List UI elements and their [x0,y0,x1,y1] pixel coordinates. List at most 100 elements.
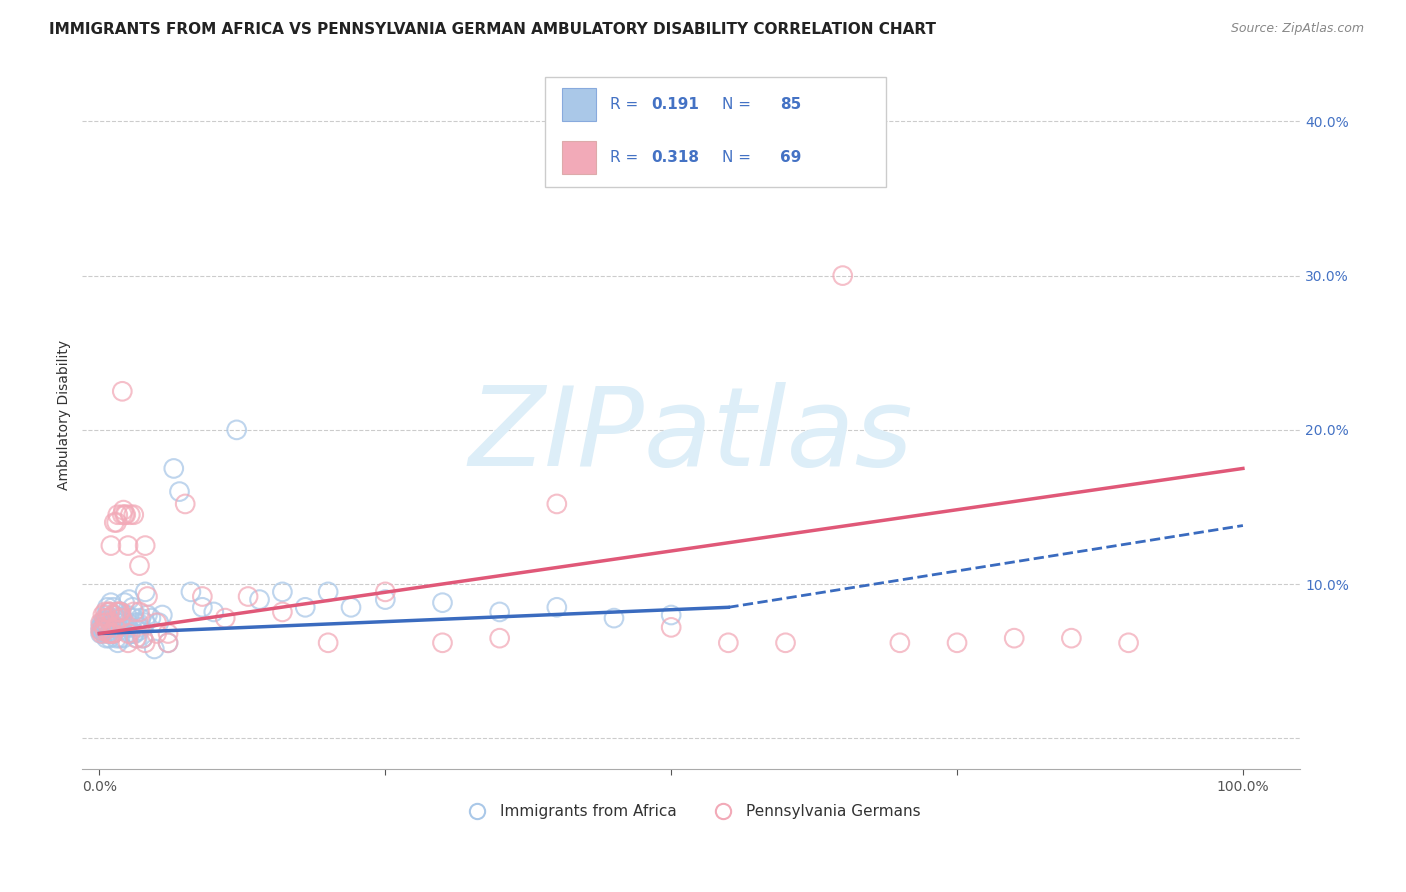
Point [117,636,139,650]
Point [103,607,125,622]
Point [96,615,118,630]
Point [101,600,124,615]
Point [100,539,122,553]
Point [134,585,156,599]
Point [90,615,112,630]
Point [603,611,626,625]
Point [202,605,225,619]
Point [98,605,121,619]
Point [110,611,132,625]
Point [108,615,131,630]
Point [157,636,180,650]
Point [139,611,162,625]
Point [889,636,911,650]
Point [129,611,152,625]
Point [546,600,568,615]
Point [124,626,146,640]
Point [136,607,159,622]
Point [122,508,145,522]
Point [122,611,145,625]
Point [94,614,117,628]
Point [93,614,115,628]
Point [90,624,112,638]
Point [136,590,159,604]
Point [1118,636,1140,650]
Text: IMMIGRANTS FROM AFRICA VS PENNSYLVANIA GERMAN AMBULATORY DISABILITY CORRELATION : IMMIGRANTS FROM AFRICA VS PENNSYLVANIA G… [49,22,936,37]
Point [91,625,114,640]
Point [101,615,124,630]
Point [100,626,122,640]
Point [125,631,148,645]
Point [122,626,145,640]
Point [90,626,112,640]
Point [108,631,131,645]
Point [100,615,122,630]
Point [112,631,135,645]
Point [157,636,180,650]
Point [316,636,339,650]
Point [128,620,150,634]
Point [98,605,121,619]
Point [103,620,125,634]
Point [432,636,454,650]
Point [90,615,112,630]
Point [108,605,131,619]
Point [105,605,128,619]
Point [91,617,114,632]
Point [114,596,136,610]
Point [134,539,156,553]
Point [104,611,127,625]
Point [107,508,129,522]
Point [114,508,136,522]
Point [127,631,149,645]
Point [157,626,180,640]
Point [236,590,259,604]
Point [98,631,121,645]
Point [100,596,122,610]
Point [90,620,112,634]
Text: Source: ZipAtlas.com: Source: ZipAtlas.com [1230,22,1364,36]
Point [93,622,115,636]
Point [316,585,339,599]
Point [94,626,117,640]
Point [271,585,294,599]
Point [97,626,120,640]
Point [103,516,125,530]
Point [174,497,197,511]
Point [214,611,236,625]
Point [107,605,129,619]
Point [96,631,118,645]
Point [105,516,128,530]
Point [120,620,142,634]
Point [97,611,120,625]
Point [128,624,150,638]
Point [659,607,682,622]
Point [94,611,117,625]
Point [145,626,167,640]
Point [117,539,139,553]
Point [108,605,131,619]
Point [831,268,853,283]
Point [91,607,114,622]
Point [775,636,797,650]
Point [90,626,112,640]
Point [90,624,112,638]
Point [143,642,166,657]
Point [96,620,118,634]
Point [93,620,115,634]
Point [112,503,135,517]
Point [111,508,134,522]
Point [94,605,117,619]
Point [488,631,510,645]
Point [105,615,128,630]
Point [659,620,682,634]
Point [96,611,118,625]
Point [1060,631,1083,645]
Point [127,615,149,630]
Point [94,624,117,638]
Legend: Immigrants from Africa, Pennsylvania Germans: Immigrants from Africa, Pennsylvania Ger… [456,798,927,825]
Point [117,615,139,630]
Point [100,624,122,638]
Text: ZIPatlas: ZIPatlas [470,383,914,489]
Point [225,423,247,437]
